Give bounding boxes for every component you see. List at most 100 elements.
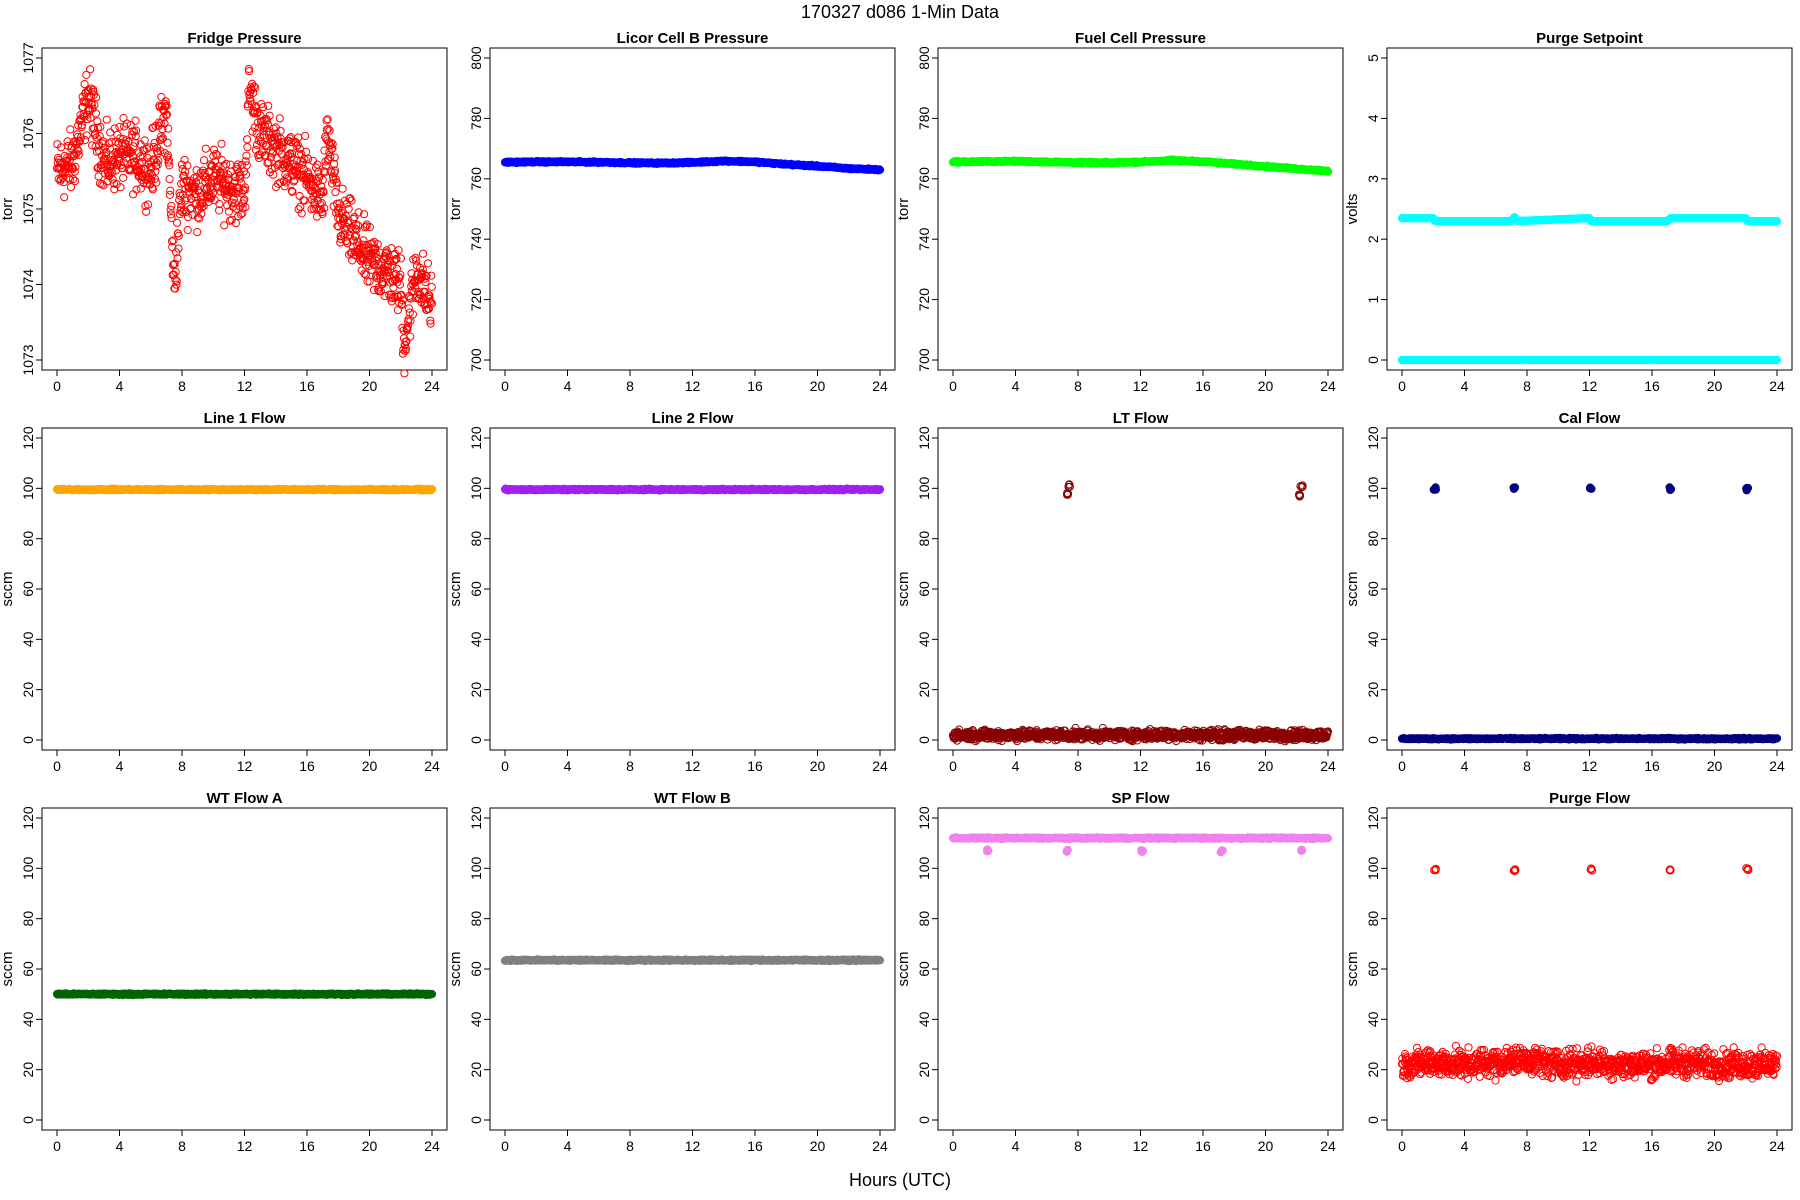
data-point (398, 296, 407, 305)
data-point (235, 184, 244, 193)
x-tick-label: 24 (872, 378, 888, 394)
data-point (70, 151, 79, 160)
data-point (331, 188, 340, 197)
y-tick-label: 80 (916, 531, 932, 547)
data-point (425, 297, 435, 306)
data-point (322, 116, 331, 125)
data-point (223, 201, 232, 210)
data-point (224, 207, 234, 216)
data-point (152, 147, 162, 156)
series-0 (52, 64, 437, 378)
data-point (68, 175, 78, 184)
data-point (406, 332, 415, 341)
x-tick-label: 0 (1398, 378, 1406, 394)
data-point (145, 143, 154, 152)
data-point (188, 210, 197, 219)
data-point (421, 278, 430, 287)
data-point (150, 138, 159, 147)
panel-title: Fuel Cell Pressure (1075, 30, 1206, 47)
data-point (140, 174, 150, 183)
data-point (183, 161, 192, 170)
data-point (167, 213, 176, 223)
data-point (307, 195, 316, 204)
data-point (195, 214, 204, 223)
data-point (282, 173, 292, 182)
x-tick-label: 8 (1074, 378, 1082, 394)
data-point (316, 188, 325, 197)
data-point (378, 279, 387, 289)
data-point (359, 236, 368, 245)
y-axis-label: volts (1344, 194, 1361, 225)
x-tick-label: 4 (1461, 378, 1469, 394)
x-tick-label: 24 (1769, 378, 1785, 394)
data-point (139, 179, 148, 188)
data-point (407, 269, 416, 278)
data-point (236, 174, 245, 183)
data-point (169, 236, 178, 245)
x-tick-label: 12 (237, 378, 253, 394)
data-point (66, 125, 75, 134)
data-point (387, 297, 396, 306)
data-point (287, 186, 296, 195)
data-point (427, 282, 436, 292)
x-tick-label: 0 (501, 378, 509, 394)
y-tick-label: 800 (468, 46, 484, 70)
data-point (132, 126, 141, 135)
data-point (73, 145, 82, 154)
data-point (328, 144, 337, 153)
data-point (236, 210, 245, 219)
data-point (101, 152, 110, 161)
data-point (292, 138, 301, 147)
x-tick-label: 12 (685, 378, 701, 394)
y-tick-label: 40 (916, 631, 932, 647)
y-tick-label: 40 (468, 631, 484, 647)
data-point (331, 166, 340, 175)
y-axis-label: torr (0, 198, 16, 221)
y-tick-label: 760 (916, 167, 932, 191)
data-point (82, 70, 91, 80)
x-tick-label: 8 (178, 378, 186, 394)
data-point (174, 231, 183, 240)
data-point (402, 345, 411, 354)
y-tick-label: 740 (468, 227, 484, 251)
data-point (161, 100, 170, 109)
data-point (222, 159, 231, 169)
data-point (264, 101, 273, 111)
data-point (350, 213, 359, 222)
data-point (346, 194, 355, 203)
y-tick-label: 60 (916, 581, 932, 597)
y-tick-label: 100 (20, 476, 36, 500)
y-tick-label: 60 (20, 581, 36, 597)
data-point (166, 210, 176, 219)
data-point (165, 161, 174, 170)
data-point (397, 299, 407, 308)
data-point (427, 271, 436, 280)
data-point (308, 156, 317, 165)
y-axis-label: sccm (0, 572, 16, 607)
data-point (347, 196, 356, 205)
data-point (153, 160, 162, 169)
data-point (326, 152, 335, 162)
x-tick-label: 8 (626, 758, 634, 774)
data-point (147, 175, 156, 185)
x-tick-label: 4 (564, 378, 572, 394)
x-tick-label: 16 (1644, 378, 1660, 394)
data-point (403, 325, 412, 334)
y-tick-label: 4 (1365, 114, 1381, 122)
series-0 (500, 156, 885, 175)
data-point (423, 259, 432, 268)
data-point (196, 168, 205, 177)
data-point (360, 250, 369, 260)
data-point (317, 199, 326, 208)
y-tick-label: 2 (1365, 235, 1381, 243)
y-tick-label: 40 (20, 631, 36, 647)
data-point (248, 127, 257, 136)
data-point (400, 369, 409, 378)
data-point (389, 283, 398, 292)
data-point (242, 161, 251, 170)
data-point (345, 194, 354, 203)
data-point (396, 270, 405, 279)
